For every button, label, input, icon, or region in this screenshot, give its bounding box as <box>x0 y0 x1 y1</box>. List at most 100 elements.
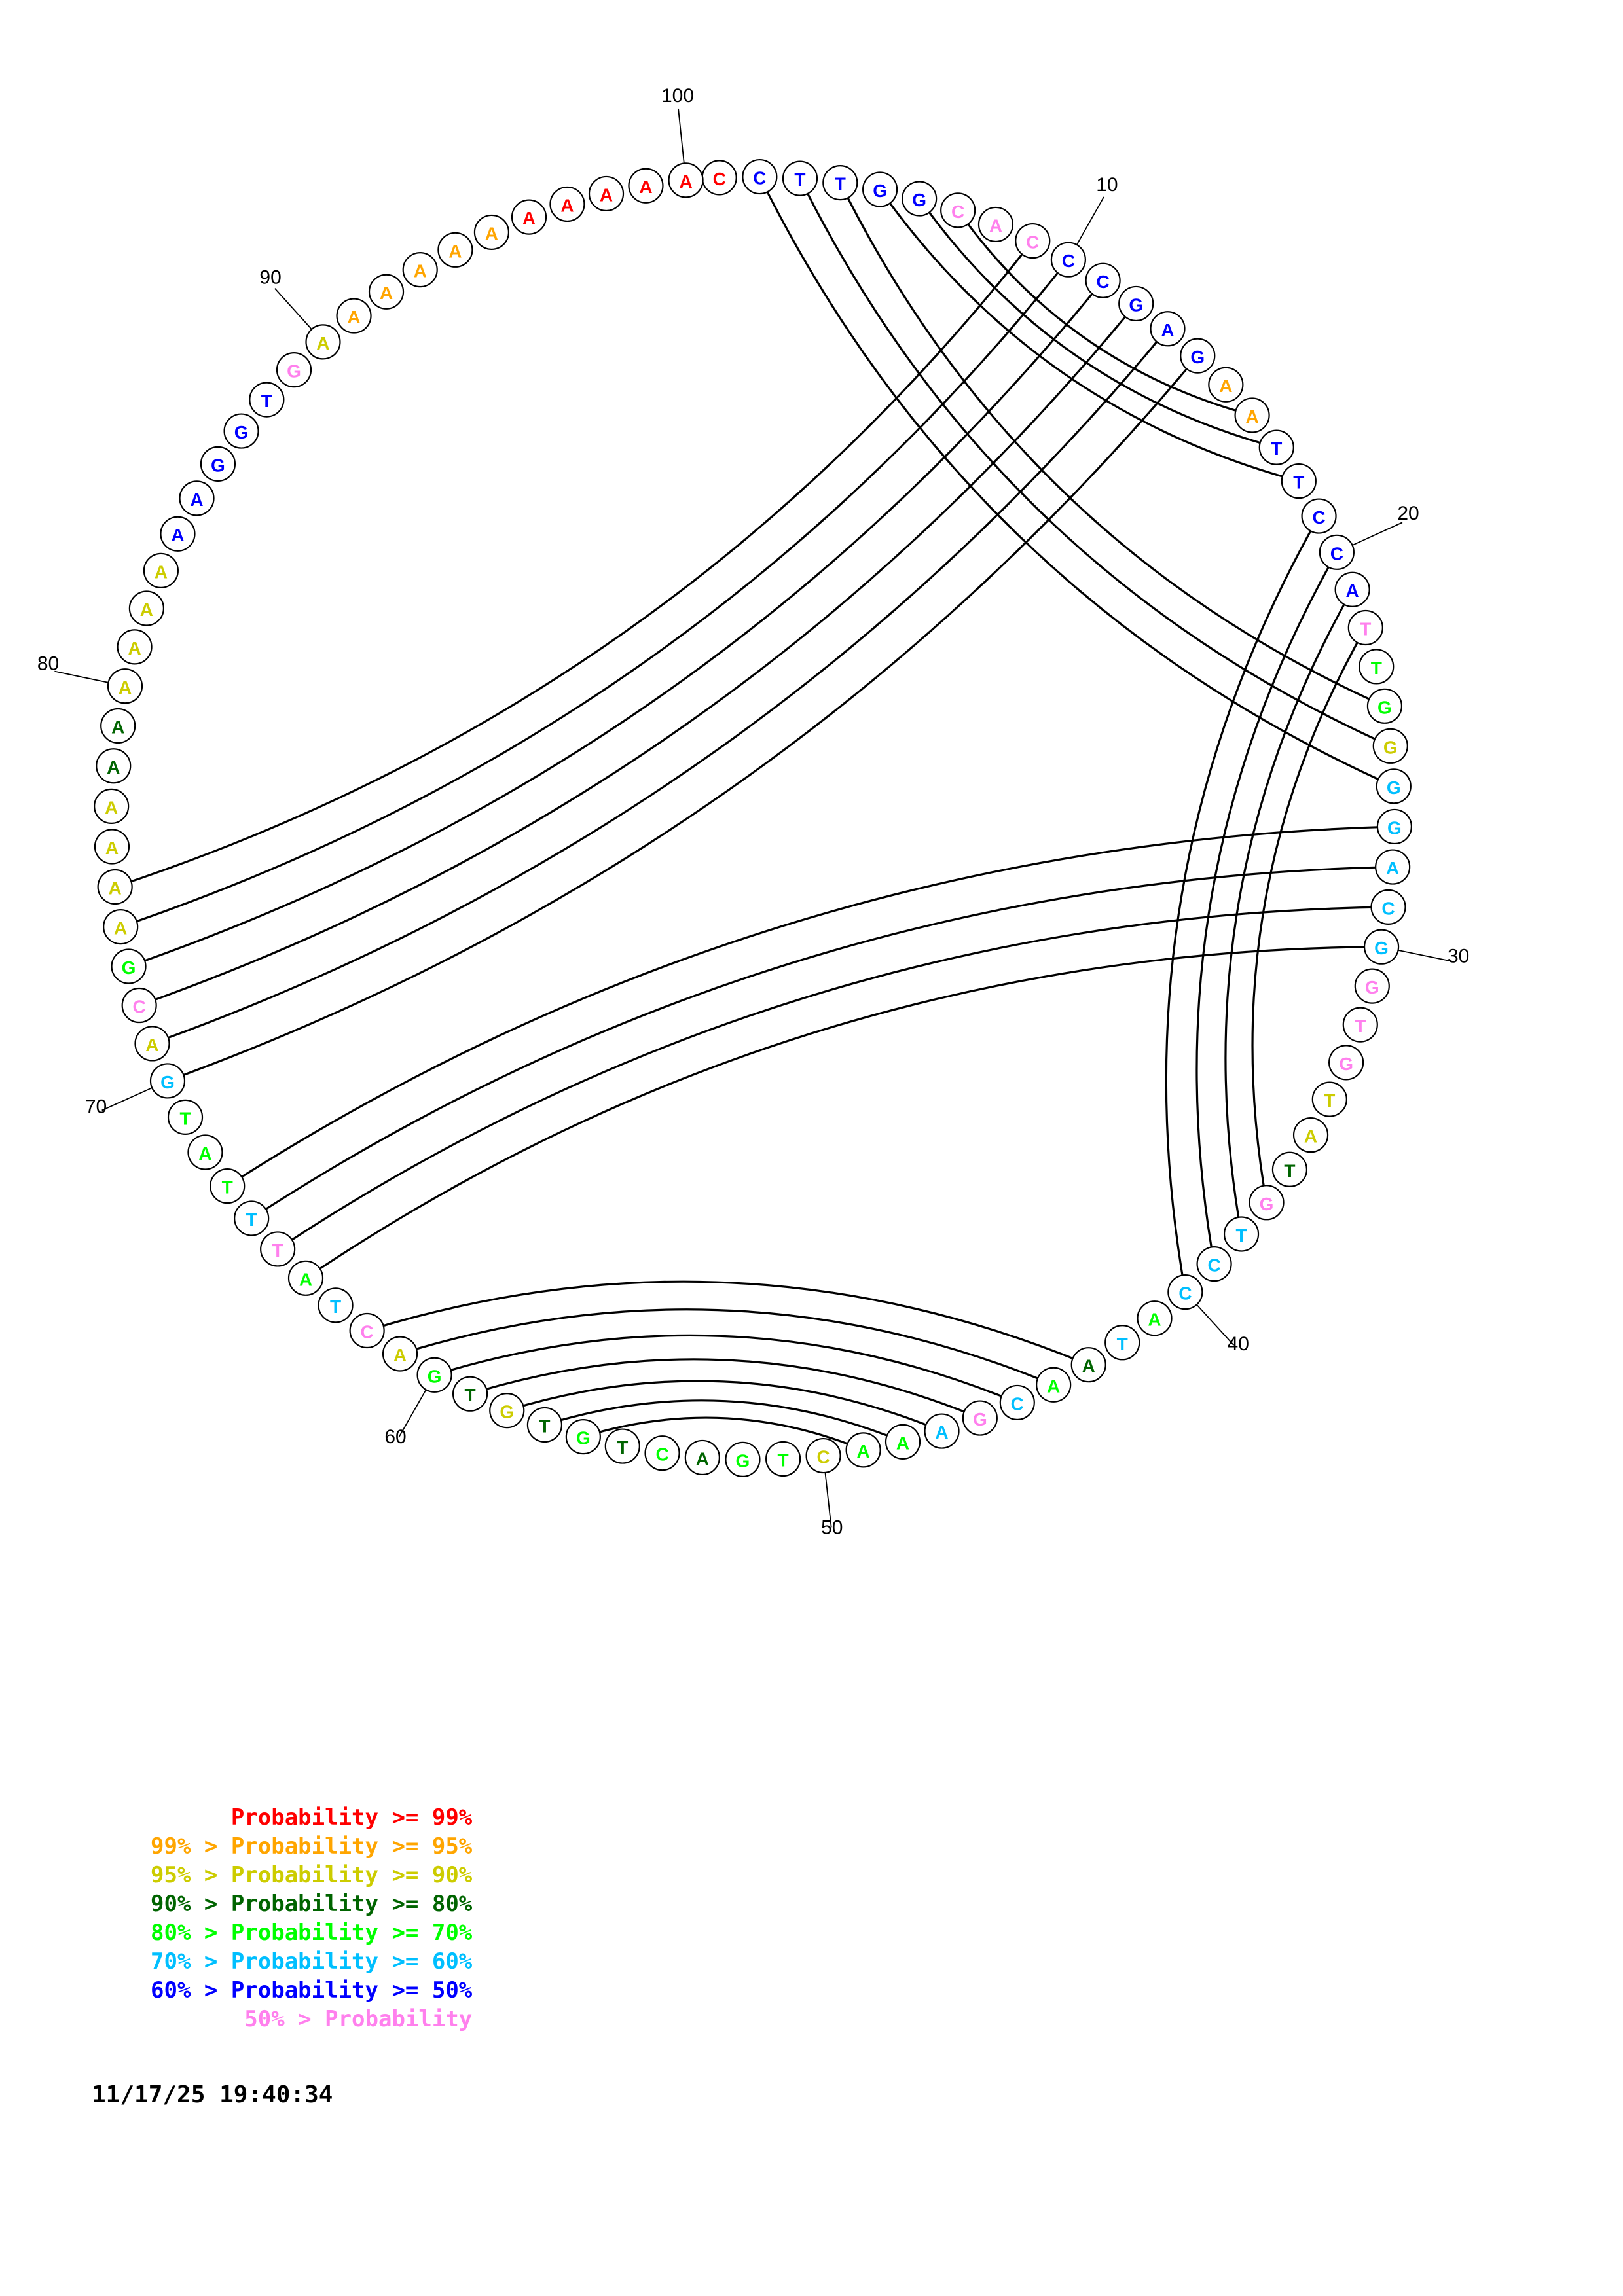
nucleotide-92: A <box>369 275 403 309</box>
svg-text:T: T <box>617 1437 628 1458</box>
svg-text:C: C <box>753 168 766 188</box>
nucleotide-17: T <box>1260 431 1294 465</box>
nucleotide-15: A <box>1209 368 1243 402</box>
nucleotide-7: C <box>941 193 975 227</box>
nucleotide-90: A <box>306 325 340 359</box>
nucleotide-95: A <box>475 215 509 249</box>
legend-row-6: 60% > Probability >= 50% <box>151 1976 472 2005</box>
svg-text:C: C <box>1207 1255 1220 1276</box>
svg-text:G: G <box>1365 977 1379 997</box>
base-pair-arc-13-71 <box>153 329 1168 1043</box>
nucleotide-50: C <box>807 1439 841 1473</box>
nucleotide-12: G <box>1119 287 1153 321</box>
nucleotide-18: T <box>1282 464 1316 498</box>
svg-text:A: A <box>109 878 122 899</box>
svg-text:G: G <box>1374 938 1389 958</box>
svg-text:A: A <box>190 490 203 510</box>
base-pair-arc-28-66 <box>251 867 1393 1219</box>
svg-text:A: A <box>105 797 118 817</box>
svg-text:A: A <box>107 757 120 778</box>
base-pair-arc-22-37 <box>1252 628 1366 1202</box>
nucleotide-33: G <box>1329 1045 1363 1079</box>
svg-text:T: T <box>179 1108 191 1128</box>
svg-text:G: G <box>912 190 926 210</box>
nucleotide-86: G <box>201 447 235 481</box>
nucleotide-42: T <box>1105 1325 1139 1359</box>
nucleotide-13: A <box>1150 312 1184 346</box>
nucleotide-60: G <box>418 1358 452 1392</box>
svg-text:C: C <box>1062 251 1075 271</box>
nucleotide-70: G <box>151 1064 185 1098</box>
nucleotide-66: T <box>234 1201 268 1235</box>
svg-text:T: T <box>1324 1090 1335 1111</box>
svg-text:A: A <box>1047 1376 1060 1396</box>
svg-text:T: T <box>272 1240 283 1261</box>
nucleotide-1: C <box>702 160 737 194</box>
nucleotide-74: A <box>103 910 137 944</box>
nucleotide-96: A <box>512 200 546 234</box>
svg-text:A: A <box>1219 376 1232 396</box>
nucleotide-55: T <box>606 1429 640 1463</box>
svg-text:A: A <box>448 241 462 261</box>
nucleotide-30: G <box>1364 930 1398 964</box>
nucleotide-56: G <box>566 1420 600 1454</box>
svg-text:A: A <box>696 1448 709 1469</box>
svg-text:A: A <box>1082 1356 1095 1376</box>
svg-text:A: A <box>989 215 1002 236</box>
svg-text:A: A <box>145 1035 158 1055</box>
base-pair-arc-27-67 <box>227 827 1395 1186</box>
svg-text:C: C <box>1178 1283 1192 1304</box>
generation-timestamp: 11/17/25 19:40:34 <box>92 2081 333 2108</box>
svg-text:90: 90 <box>259 266 281 288</box>
svg-text:G: G <box>1339 1054 1353 1074</box>
svg-text:T: T <box>465 1385 476 1405</box>
svg-text:G: G <box>1377 697 1392 717</box>
svg-text:A: A <box>128 638 141 658</box>
nucleotide-48: A <box>886 1425 920 1459</box>
svg-text:A: A <box>1304 1126 1317 1147</box>
svg-text:A: A <box>1161 320 1174 340</box>
svg-text:10: 10 <box>1096 174 1118 196</box>
nucleotide-69: T <box>168 1100 202 1134</box>
svg-text:20: 20 <box>1397 503 1419 524</box>
nucleotide-98: A <box>589 177 623 211</box>
nucleotide-84: A <box>160 517 194 551</box>
nucleotide-67: T <box>210 1169 244 1203</box>
nucleotide-32: T <box>1343 1008 1377 1042</box>
nucleotide-88: T <box>249 383 283 417</box>
svg-text:C: C <box>361 1321 374 1342</box>
svg-text:A: A <box>1346 581 1359 601</box>
base-pair-arc-10-74 <box>120 260 1068 927</box>
svg-text:T: T <box>1360 619 1371 639</box>
svg-text:G: G <box>736 1450 750 1471</box>
base-pair-arc-14-70 <box>168 356 1197 1081</box>
nucleotide-44: A <box>1036 1368 1070 1402</box>
svg-text:C: C <box>1312 507 1325 528</box>
svg-text:G: G <box>160 1072 175 1092</box>
nucleotide-57: T <box>528 1408 562 1442</box>
nucleotide-45: C <box>1000 1386 1034 1420</box>
svg-text:G: G <box>1387 817 1402 838</box>
nucleotide-38: T <box>1224 1217 1258 1251</box>
nucleotide-78: A <box>96 749 130 783</box>
nucleotide-93: A <box>403 253 437 287</box>
svg-text:A: A <box>1386 858 1399 878</box>
svg-text:A: A <box>1148 1310 1161 1330</box>
svg-text:70: 70 <box>85 1096 107 1118</box>
nucleotide-83: A <box>144 554 178 588</box>
legend-row-5: 70% > Probability >= 60% <box>151 1947 472 1976</box>
svg-text:G: G <box>428 1366 442 1386</box>
svg-text:C: C <box>1011 1393 1024 1414</box>
svg-text:A: A <box>171 525 184 545</box>
svg-text:G: G <box>1129 295 1143 315</box>
nucleotide-39: C <box>1197 1247 1231 1281</box>
svg-text:G: G <box>973 1409 987 1429</box>
nucleotide-94: A <box>438 233 472 267</box>
svg-text:A: A <box>111 717 124 737</box>
svg-text:C: C <box>816 1447 830 1467</box>
svg-text:T: T <box>222 1177 233 1198</box>
nucleotide-51: T <box>766 1442 800 1476</box>
nucleotide-89: G <box>277 353 311 387</box>
svg-text:100: 100 <box>661 85 694 107</box>
base-pair-arc-3-25 <box>800 179 1391 746</box>
